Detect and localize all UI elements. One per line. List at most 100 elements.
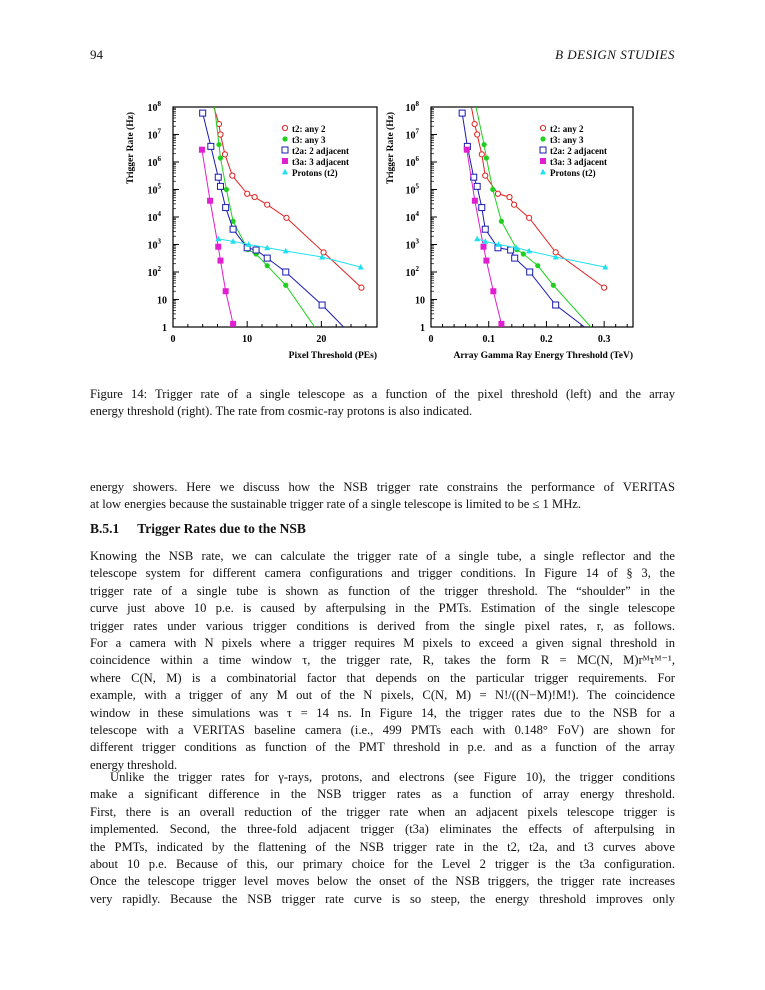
data-point (264, 244, 271, 251)
data-point (263, 254, 271, 262)
legend-entry: t3a: 3 adjacent (292, 157, 349, 167)
data-point (482, 238, 489, 244)
y-tick-label: 103 (148, 238, 162, 252)
paragraph: energy showers. Here we discuss how the … (90, 479, 675, 514)
x-axis-title: Pixel Threshold (PEs) (289, 350, 377, 361)
text-line: implemented. Second, the three-fold adja… (90, 822, 675, 837)
data-point (481, 225, 489, 233)
data-point (207, 197, 214, 204)
data-point (478, 151, 485, 158)
text-line: at low energies because the sustainable … (90, 497, 582, 512)
data-point (217, 257, 224, 264)
y-tick-label: 105 (406, 183, 420, 197)
y-axis-title: Trigger Rate (Hz) (125, 112, 136, 184)
legend-marker (281, 124, 289, 132)
running-head: B DESIGN STUDIES (555, 47, 675, 62)
data-point (215, 243, 222, 250)
text-line: coincidence within a time window τ, the … (90, 653, 675, 668)
data-point (550, 282, 556, 288)
data-point (215, 235, 222, 242)
series-line-0 (213, 107, 362, 289)
data-point (282, 247, 289, 254)
data-point (511, 254, 519, 262)
y-tick-label: 103 (406, 238, 420, 252)
y-tick-label: 104 (148, 210, 162, 224)
text-line: trigger rates under various trigger cond… (90, 618, 675, 633)
data-point (474, 131, 481, 138)
legend-entry: t2: any 2 (292, 124, 326, 134)
caption-line: energy threshold (right). The rate from … (90, 404, 473, 419)
data-point (471, 120, 478, 128)
series-line-3 (201, 149, 234, 324)
y-tick-label: 107 (148, 128, 162, 142)
data-point (229, 172, 236, 179)
text-line: telescope with a VERITAS baseline camera… (90, 723, 675, 738)
data-point (463, 146, 470, 153)
data-point (552, 253, 559, 260)
text-line: about 10 p.e. Because of this, our prima… (90, 857, 675, 872)
data-point (264, 263, 270, 269)
legend-entry: t2: any 2 (550, 124, 584, 134)
legend-marker (539, 146, 547, 154)
series-line-2 (202, 112, 344, 327)
text-line: the PMTs, indicated by the flattening of… (90, 839, 675, 854)
x-axis-title: Array Gamma Ray Energy Threshold (TeV) (453, 350, 633, 361)
y-tick-label: 108 (406, 100, 420, 114)
data-point (602, 263, 609, 270)
text-line: For a camera with N pixels where a trigg… (90, 636, 675, 651)
legend-marker (540, 136, 546, 142)
legend-entry: t3: any 3 (292, 135, 326, 145)
text-line: Once the telescope trigger level moves b… (90, 874, 675, 889)
data-point (526, 214, 533, 221)
x-tick-label: 0 (429, 334, 434, 345)
data-point (357, 263, 364, 270)
data-point (244, 190, 251, 197)
data-point (245, 241, 252, 247)
data-point (494, 190, 502, 197)
text-line: Unlike the trigger rates for γ-rays, pro… (110, 770, 675, 784)
chart-pixel-threshold: 1 10 102 103 104 105 106 107 108 0 10 20 Pixel Thres… (125, 100, 378, 361)
data-point (601, 284, 608, 291)
data-point (490, 288, 497, 295)
data-point (230, 218, 236, 224)
y-tick-label: 10 (415, 296, 425, 307)
data-point (495, 241, 502, 247)
data-point (478, 204, 486, 212)
data-point (217, 155, 224, 161)
data-point (480, 243, 487, 250)
y-tick-label: 102 (148, 265, 162, 279)
text-line: energy threshold. (90, 757, 178, 772)
data-point (251, 193, 258, 201)
series-line-1 (214, 107, 316, 327)
data-point (320, 249, 327, 256)
data-point (252, 246, 260, 254)
text-line: Knowing the NSB rate, we can calculate t… (90, 549, 675, 563)
text-line: curve just above 10 p.e. is caused by af… (90, 601, 675, 616)
text-line: energy showers. Here we discuss how the … (90, 480, 675, 494)
data-point (483, 155, 490, 161)
section-number: B.5.1 (90, 521, 120, 536)
data-point (506, 193, 513, 201)
y-tick-label: 10 (157, 296, 167, 307)
data-point (222, 204, 230, 212)
section-heading: B.5.1 Trigger Rates due to the NSB (90, 521, 306, 537)
data-point (216, 182, 224, 190)
data-point (458, 109, 466, 117)
x-tick-label: 0 (171, 334, 176, 345)
text-line: window in these simulations was τ = 14 n… (90, 705, 675, 720)
chart-energy-threshold: 1 10 102 103 104 105 106 107 108 0 0.1 0.2 0.3 Array … (385, 100, 634, 361)
y-tick-label: 1 (162, 323, 167, 334)
x-tick-label: 10 (242, 334, 252, 345)
y-tick-label: 105 (148, 183, 162, 197)
data-point (535, 263, 541, 269)
series-line-4 (218, 238, 361, 268)
data-point (507, 246, 515, 254)
data-point (230, 320, 237, 327)
data-point (199, 109, 207, 117)
caption-line: Figure 14: Trigger rate of a single tele… (90, 387, 675, 401)
legend-entry: t2a: 2 adjacent (292, 146, 349, 156)
legend-entry: t3a: 3 adjacent (550, 157, 607, 167)
text-line: different trigger conditions as function… (90, 740, 675, 755)
data-point (217, 131, 224, 138)
data-point (481, 141, 487, 148)
